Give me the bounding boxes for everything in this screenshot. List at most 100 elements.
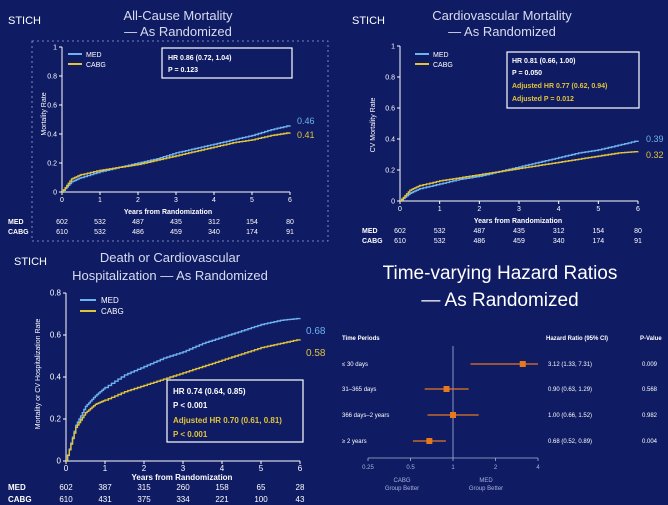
risk-count: 532 <box>434 238 446 245</box>
x-tick-label: 4 <box>557 206 561 213</box>
x-tick-label: 6 <box>636 206 640 213</box>
x-tick-label: 6 <box>298 464 303 473</box>
panel3-end-med: 0.68 <box>306 326 326 337</box>
panel3-title-line2: Hospitalization — As Randomized <box>72 268 268 283</box>
risk-row-label: MED <box>8 219 24 226</box>
y-tick-label: 0.4 <box>385 137 395 144</box>
favors-med-line2: Group Better <box>469 486 503 492</box>
x-tick-label: 1 <box>103 464 108 473</box>
panel1-hr-text: HR 0.86 (0.72, 1.04) <box>168 55 231 62</box>
x-tick-label: 1 <box>438 206 442 213</box>
risk-count: 312 <box>553 228 565 235</box>
forest-x-tick-label: 4 <box>536 465 540 471</box>
stich-logo-3: STICH <box>14 256 47 268</box>
legend-cabg-label: CABG <box>86 62 106 69</box>
panel2-end-cabg: 0.32 <box>646 150 664 160</box>
risk-count: 100 <box>254 495 268 504</box>
panel3-end-cabg: 0.58 <box>306 348 326 359</box>
favors-cabg-line1: CABG <box>393 478 410 484</box>
panel3-ylabel: Mortality or CV Hospitalization Rate <box>35 319 42 430</box>
risk-count: 340 <box>553 238 565 245</box>
panel2-axes: 0 1 2 3 4 5 6 0 0.2 0.4 0.6 0.8 1 <box>385 44 640 214</box>
panel2-hr-text: HR 0.81 (0.66, 1.00) <box>512 58 575 65</box>
panel2-end-med: 0.39 <box>646 134 664 144</box>
panel2-series <box>400 140 639 202</box>
hr-value: 0.68 (0.52, 0.89) <box>548 439 592 445</box>
risk-count: 260 <box>176 483 190 492</box>
legend-med-label: MED <box>433 52 449 59</box>
panel1-end-med: 0.46 <box>297 116 315 126</box>
risk-count: 80 <box>286 219 294 226</box>
y-tick-label: 0.6 <box>47 103 57 110</box>
panel2-legend: MED CABG <box>415 52 453 69</box>
panel1-legend: MED CABG <box>68 52 106 69</box>
legend-med-label: MED <box>86 52 102 59</box>
series-line-cabg <box>400 151 639 202</box>
risk-count: 154 <box>592 228 604 235</box>
panel3-title-line1: Death or Cardiovascular <box>100 250 241 265</box>
panel3-stats-box <box>166 379 304 443</box>
x-tick-label: 0 <box>60 197 64 204</box>
period-label: 31–365 days <box>342 387 376 393</box>
panel1-title-line2: — As Randomized <box>124 24 232 39</box>
risk-count: 28 <box>296 483 305 492</box>
y-tick-label: 0.6 <box>385 106 395 113</box>
y-tick-label: 1 <box>53 45 57 52</box>
risk-count: 486 <box>473 238 485 245</box>
panel1-title-line1: All-Cause Mortality <box>123 8 233 23</box>
panel2-xlabel: Years from Randomization <box>474 218 562 225</box>
x-tick-label: 5 <box>250 197 254 204</box>
p-value: 0.009 <box>642 362 658 368</box>
x-tick-label: 2 <box>477 206 481 213</box>
legend-cabg-label: CABG <box>433 62 453 69</box>
stich-logo-1: STICH <box>8 15 41 27</box>
y-tick-label: 0.2 <box>47 161 57 168</box>
series-line-med <box>62 125 291 193</box>
risk-count: 602 <box>394 228 406 235</box>
hr-point <box>443 386 450 392</box>
risk-count: 486 <box>132 229 144 236</box>
risk-count: 602 <box>59 483 73 492</box>
favors-med-line1: MED <box>479 478 493 484</box>
forest-x-tick-label: 1 <box>451 465 455 471</box>
panel3-series <box>66 317 301 462</box>
x-tick-label: 6 <box>288 197 292 204</box>
risk-count: 435 <box>170 219 182 226</box>
series-line-cabg <box>66 339 301 462</box>
risk-count: 431 <box>98 495 112 504</box>
panel2-risk-table: MED 602 532 487 435 312 154 80 CABG 610 532 486 459 3… <box>362 228 642 245</box>
hr-point <box>519 361 526 367</box>
risk-row-label: CABG <box>362 238 383 245</box>
risk-count: 602 <box>56 219 68 226</box>
panel-death-hosp: STICH Death or Cardiovascular Hospitaliz… <box>8 250 326 504</box>
risk-count: 80 <box>634 228 642 235</box>
panel-cv-mortality: STICH Cardiovascular Mortality — As Rand… <box>352 8 664 245</box>
stich-logo-2: STICH <box>352 15 385 27</box>
panel3-legend: MED CABG <box>80 296 124 316</box>
risk-count: 610 <box>59 495 73 504</box>
panel3-p-text: P < 0.001 <box>173 401 208 410</box>
favors-cabg-line2: Group Better <box>385 486 419 492</box>
y-tick-label: 0 <box>391 199 395 206</box>
risk-row-label: MED <box>8 483 26 492</box>
risk-row-label: CABG <box>8 229 29 236</box>
panel1-series <box>62 125 291 193</box>
panel4-title-line1: Time-varying Hazard Ratios <box>383 263 618 284</box>
risk-count: 154 <box>246 219 258 226</box>
panel2-title-line2: — As Randomized <box>448 24 556 39</box>
risk-count: 532 <box>94 229 106 236</box>
risk-count: 158 <box>215 483 229 492</box>
risk-count: 459 <box>513 238 525 245</box>
y-tick-label: 0.6 <box>50 331 62 340</box>
period-label: ≥ 2 years <box>342 439 367 445</box>
x-tick-label: 2 <box>142 464 147 473</box>
panel-hazard-ratios: Time-varying Hazard Ratios — As Randomiz… <box>342 263 662 492</box>
y-tick-label: 0 <box>53 190 57 197</box>
x-tick-label: 0 <box>64 464 69 473</box>
p-value: 0.982 <box>642 413 658 419</box>
panel1-axes: 0 1 2 3 4 5 6 0 0.2 0.4 0.6 0.8 1 <box>47 45 292 205</box>
risk-row-label: MED <box>362 228 378 235</box>
risk-count: 221 <box>215 495 229 504</box>
forest-x-tick-label: 2 <box>494 465 498 471</box>
